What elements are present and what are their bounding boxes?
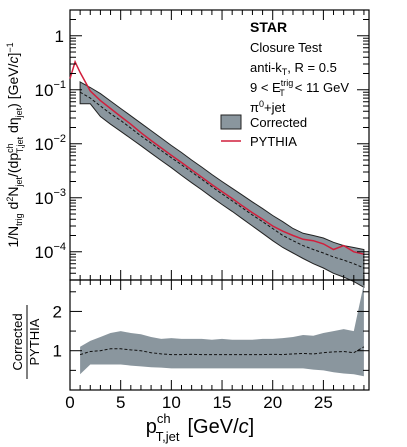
- annotation-closure: Closure Test: [250, 40, 322, 55]
- top-panel: 1 10−1 10−2 10−3 10−4 1/Ntrig d2Njet/(dpchT,…: [5, 9, 370, 289]
- y-tick-label: 10−1: [35, 79, 66, 100]
- legend: Corrected PYTHIA: [220, 114, 307, 149]
- bottom-panel: 12 0 5 10 15 20 25 Corrected PYTHIA pch T,jet[…: [10, 279, 370, 444]
- bottom-y-axis-label: Corrected PYTHIA: [10, 305, 42, 379]
- y-tick-label: 1: [55, 27, 64, 46]
- annotation-algorithm: anti-kT, R = 0.5: [250, 60, 337, 77]
- x-tick-label: 5: [116, 393, 125, 412]
- experiment-label: STAR: [250, 19, 287, 35]
- bottom-plot-frame: [69, 279, 370, 391]
- ratio-band-group: [80, 283, 364, 377]
- annotation-trigger: 9 < Etrig T < 11 GeV: [250, 78, 349, 98]
- top-x-ticks: [79, 10, 365, 280]
- legend-label-corrected: Corrected: [250, 115, 307, 130]
- ratio-central-line: [79, 346, 365, 356]
- bottom-x-ticks: 0 5 10 15 20 25: [65, 280, 365, 412]
- top-lines-group: [69, 59, 365, 269]
- bottom-y-ticks: 12: [53, 291, 369, 371]
- pythia-line: [69, 59, 365, 255]
- ratio-y-tick-label: 1: [53, 342, 62, 361]
- ratio-label-numerator: Corrected: [10, 313, 25, 370]
- annotations: STAR Closure Test anti-kT, R = 0.5 9 < E…: [250, 19, 349, 115]
- x-tick-label: 25: [314, 393, 333, 412]
- annotation-process: π0+jet: [250, 99, 286, 115]
- x-tick-label: 0: [65, 393, 74, 412]
- y-tick-label: 10−3: [35, 187, 66, 208]
- ratio-band: [80, 283, 364, 377]
- x-axis-label: pch T,jet [GeV/c]: [146, 411, 254, 444]
- corrected-band-group: [79, 81, 365, 289]
- top-y-axis-label: 1/Ntrig d2Njet/(dpchT,jet dηjet) [GeV/c]…: [5, 42, 25, 247]
- ratio-y-tick-label: 2: [53, 302, 62, 321]
- corrected-band: [79, 81, 365, 289]
- ratio-label-denominator: PYTHIA: [27, 318, 42, 365]
- y-tick-label: 10−2: [35, 133, 66, 154]
- x-tick-label: 10: [162, 393, 181, 412]
- legend-label-pythia: PYTHIA: [250, 134, 297, 149]
- x-tick-label: 15: [213, 393, 232, 412]
- x-tick-label: 20: [263, 393, 282, 412]
- y-tick-label: 10−4: [35, 241, 66, 262]
- corrected-central-line: [79, 91, 365, 269]
- ratio-lines-group: [79, 346, 365, 356]
- legend-swatch-corrected: [220, 114, 242, 130]
- top-y-ticks: 1 10−1 10−2 10−3 10−4: [35, 9, 369, 281]
